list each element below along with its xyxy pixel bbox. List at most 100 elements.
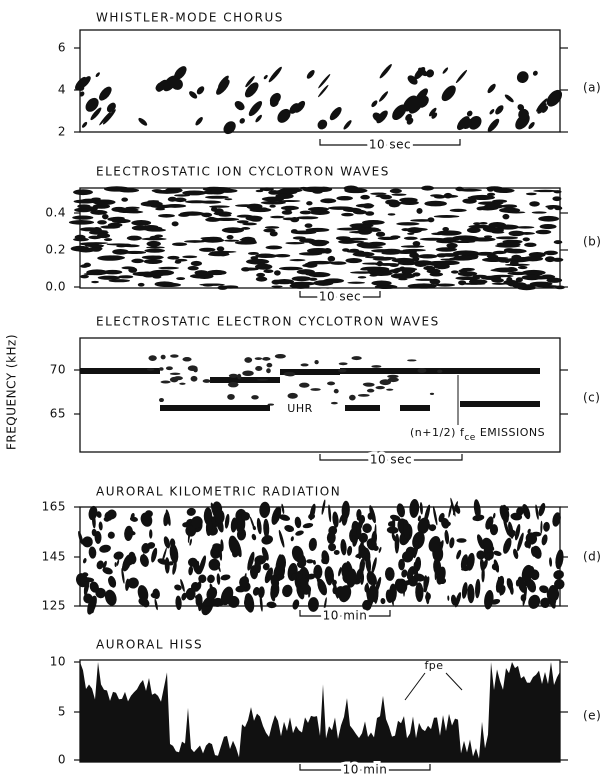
blob xyxy=(378,546,382,553)
blob xyxy=(244,593,255,613)
blob xyxy=(327,255,336,262)
blob xyxy=(525,192,537,196)
blob xyxy=(346,568,357,588)
blob xyxy=(205,217,221,222)
annotation: fpe xyxy=(424,659,443,672)
blob xyxy=(497,576,502,596)
blob xyxy=(182,190,207,196)
blob xyxy=(492,512,496,519)
blob xyxy=(170,354,179,358)
blob xyxy=(407,232,415,235)
blob xyxy=(469,194,496,201)
blob xyxy=(418,67,428,77)
blob xyxy=(266,368,271,374)
blob xyxy=(349,230,373,234)
blob xyxy=(263,518,270,538)
blob xyxy=(205,518,213,537)
blob xyxy=(234,100,245,111)
scale-label: 10 sec xyxy=(319,290,361,304)
blob xyxy=(195,593,203,608)
blob xyxy=(406,566,415,580)
blob xyxy=(154,234,164,238)
blob xyxy=(98,521,103,531)
blob xyxy=(218,213,232,217)
blob xyxy=(141,543,150,554)
blob xyxy=(295,530,304,536)
blob xyxy=(191,516,203,529)
blob xyxy=(375,194,391,198)
scale-bar xyxy=(299,610,391,617)
blob xyxy=(430,194,443,197)
blob xyxy=(124,525,134,541)
blob xyxy=(495,105,504,115)
blob xyxy=(106,243,132,246)
blob xyxy=(287,392,298,399)
blob xyxy=(99,544,111,553)
blob xyxy=(255,365,263,372)
blob xyxy=(80,76,91,88)
blob xyxy=(97,220,107,225)
blob xyxy=(190,375,198,382)
blob xyxy=(270,574,280,589)
blob xyxy=(532,70,538,76)
blob xyxy=(247,251,259,255)
band xyxy=(280,369,340,375)
blob xyxy=(97,255,123,261)
blob xyxy=(365,553,372,573)
blob xyxy=(290,216,300,223)
blob xyxy=(521,269,546,276)
blob xyxy=(333,549,340,555)
blob xyxy=(456,549,462,560)
blob xyxy=(245,258,270,265)
blob xyxy=(455,69,468,84)
blob xyxy=(337,368,347,373)
blob xyxy=(298,252,323,256)
blob xyxy=(112,248,129,255)
blob xyxy=(402,268,416,274)
blob xyxy=(362,523,372,534)
blob xyxy=(457,188,482,192)
blob xyxy=(160,380,171,384)
blob xyxy=(208,252,230,257)
band xyxy=(460,401,540,407)
blob xyxy=(143,258,163,265)
annotation: (n+1/2) fce EMISSIONS xyxy=(410,426,545,443)
panel-title: WHISTLER-MODE CHORUS xyxy=(96,11,284,25)
blob xyxy=(184,200,208,204)
blob xyxy=(268,66,282,83)
blob xyxy=(174,194,190,197)
blob xyxy=(460,554,468,570)
blob xyxy=(292,236,306,240)
blob xyxy=(515,226,535,229)
y-tick-label: 0 xyxy=(58,753,66,767)
blob xyxy=(433,558,442,576)
blob xyxy=(234,240,258,245)
blob xyxy=(103,238,113,242)
y-axis-label: FREQUENCY (kHz) xyxy=(5,334,19,450)
blob xyxy=(244,357,253,363)
blob xyxy=(351,522,357,537)
blob xyxy=(476,534,485,550)
blob xyxy=(503,537,512,554)
blob xyxy=(236,220,249,224)
blob xyxy=(449,208,467,213)
blob xyxy=(381,251,400,255)
blob xyxy=(175,595,182,611)
blob xyxy=(543,250,558,256)
blob xyxy=(158,398,164,403)
blob xyxy=(88,235,102,240)
blob xyxy=(539,224,557,230)
blob xyxy=(86,269,108,276)
blob xyxy=(391,193,407,196)
blob xyxy=(426,260,453,267)
blob xyxy=(252,587,260,596)
blob xyxy=(425,591,430,605)
blob xyxy=(504,94,514,103)
blob xyxy=(256,517,262,535)
blob xyxy=(102,213,109,220)
blob xyxy=(94,530,102,544)
blob xyxy=(162,75,178,92)
hiss-area xyxy=(80,662,560,762)
blob xyxy=(131,225,148,231)
blob xyxy=(128,551,136,560)
